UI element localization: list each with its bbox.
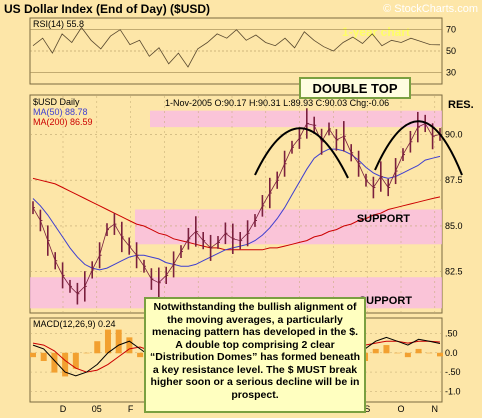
- rsi-tick-label: 30: [446, 67, 456, 77]
- resistance-band: [150, 110, 442, 128]
- macd-histogram-bar: [437, 352, 443, 357]
- support-lower-label: SUPPORT: [359, 295, 412, 307]
- distribution-dome-left: [254, 127, 349, 179]
- macd-histogram-bar: [30, 352, 36, 358]
- macd-histogram-bar: [94, 341, 101, 354]
- macd-tick-label: 0.0: [445, 348, 458, 358]
- macd-tick-label: -.50: [445, 367, 461, 377]
- rsi-line: [32, 26, 441, 68]
- one-year-chart-label: 1-year chart: [342, 25, 410, 39]
- commentary-box-wrap: Notwithstanding the bullish alignment of…: [144, 297, 366, 413]
- double-top-label: DOUBLE TOP: [313, 81, 398, 96]
- rsi-panel: RSI(14) 55.8 1-year chart 70 50 30: [29, 17, 456, 85]
- macd-histogram-bar: [72, 352, 79, 369]
- macd-histogram-bar: [137, 352, 144, 358]
- rsi-tick-label: 70: [446, 25, 456, 35]
- price-tick-label: 85.0: [445, 221, 463, 231]
- macd-histogram-bar: [104, 329, 111, 354]
- price-tick-label: 87.5: [445, 175, 463, 185]
- macd-tick-label: .50: [445, 329, 458, 339]
- x-tick-label: 05: [92, 404, 102, 414]
- macd-histogram-bar: [394, 352, 401, 354]
- ma50-line: [32, 148, 441, 271]
- commentary-box: Notwithstanding the bullish alignment of…: [144, 297, 366, 413]
- rsi-tick-label: 50: [446, 46, 456, 56]
- legend-ma200: MA(200) 86.59: [33, 117, 93, 127]
- x-tick-label: N: [432, 404, 439, 414]
- macd-histogram-bar: [383, 345, 390, 354]
- chart-title: US Dollar Index (End of Day) ($USD): [4, 2, 211, 16]
- price-tick-label: 90.0: [445, 129, 463, 139]
- resistance-label: RES.: [448, 99, 474, 111]
- x-tick-label: S: [364, 404, 370, 414]
- price-panel: 82.5 85.0 87.5 90.0 $USD Daily MA(50) 88.78…: [29, 77, 474, 414]
- macd-histogram-bar: [62, 352, 69, 377]
- support-upper-label: SUPPORT: [357, 213, 410, 225]
- macd-histogram-bar: [426, 352, 433, 354]
- macd-label: MACD(12,26,9) 0.24: [33, 319, 116, 329]
- macd-histogram-bar: [126, 337, 133, 354]
- x-tick-label: F: [128, 404, 134, 414]
- x-tick-label: O: [397, 404, 404, 414]
- support-band-upper: [135, 209, 442, 245]
- legend-ohlc: 1-Nov-2005 O:90.17 H:90.31 L:89.93 C:90.…: [165, 98, 389, 108]
- legend-ma50: MA(50) 88.78: [33, 107, 88, 117]
- ma200-line: [32, 177, 441, 251]
- price-tick-label: 82.5: [445, 267, 463, 277]
- macd-histogram-bar: [404, 352, 411, 358]
- macd-histogram-bar: [415, 348, 422, 354]
- price-line: [32, 122, 441, 295]
- double-top-box: [299, 77, 411, 99]
- commentary-text: Notwithstanding the bullish alignment of…: [149, 301, 361, 401]
- macd-histogram-bar: [40, 352, 47, 361]
- macd-histogram-bar: [51, 352, 58, 373]
- macd-histogram-bar: [115, 329, 122, 354]
- legend-symbol: $USD Daily: [33, 97, 80, 107]
- macd-histogram-bar: [83, 352, 90, 354]
- rsi-label: RSI(14) 55.8: [33, 19, 84, 29]
- macd-tick-label: -1.0: [445, 386, 461, 396]
- macd-histogram-bar: [372, 348, 379, 354]
- distribution-dome-right: [374, 120, 463, 176]
- stockcharts-credit: © StockCharts.com: [383, 3, 478, 15]
- x-tick-label: D: [60, 404, 67, 414]
